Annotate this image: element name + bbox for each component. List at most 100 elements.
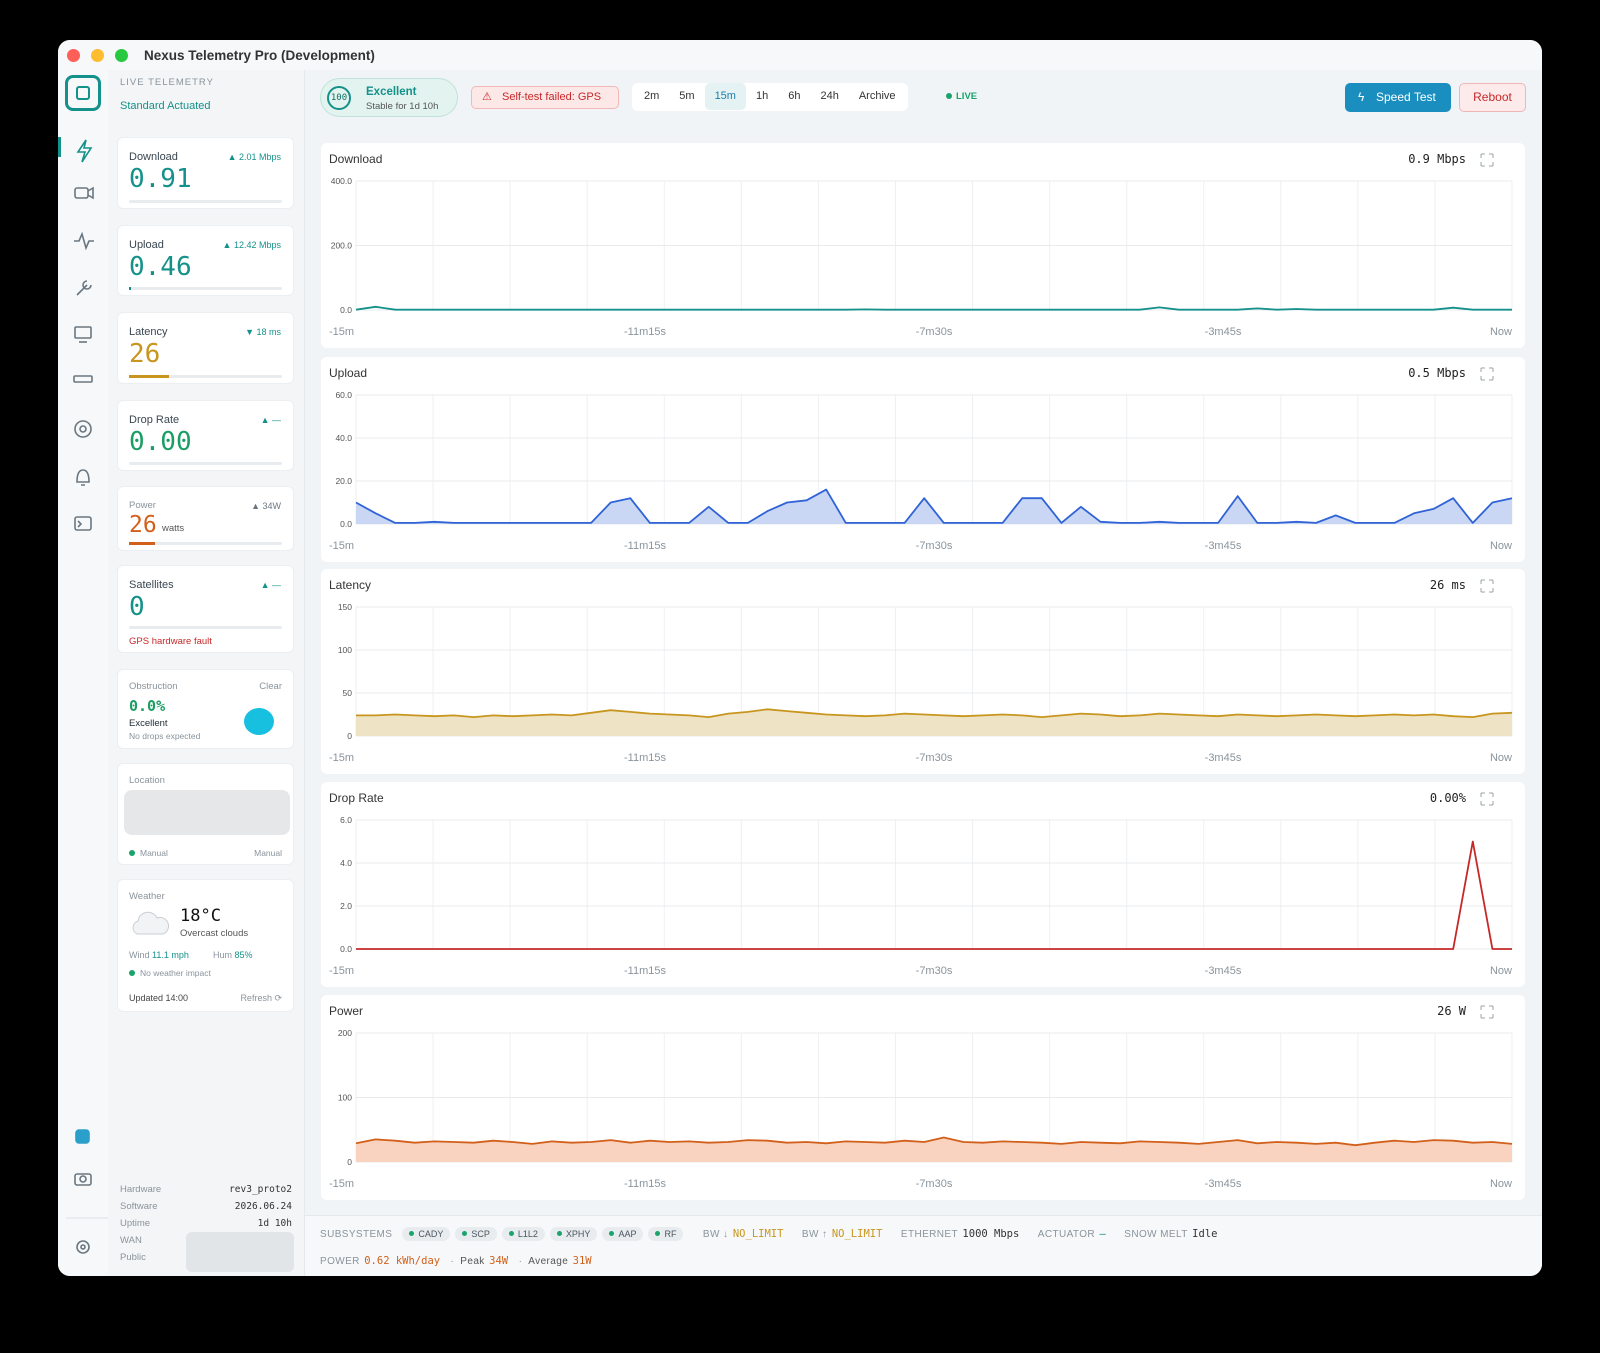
wind-value: 11.1 mph bbox=[152, 950, 189, 960]
range-option[interactable]: 5m bbox=[679, 90, 695, 102]
wind-label: Wind bbox=[129, 950, 150, 960]
card-bar bbox=[129, 200, 282, 203]
card-label: Obstruction bbox=[129, 681, 178, 692]
weather-card[interactable]: Weather 18°C Overcast clouds Wind 11.1 m… bbox=[117, 879, 294, 1012]
zoom-button[interactable] bbox=[115, 49, 128, 62]
x-tick-label: -7m30s bbox=[916, 752, 953, 764]
range-option[interactable]: 24h bbox=[820, 90, 839, 102]
nav-power[interactable] bbox=[76, 139, 93, 163]
nav-settings[interactable] bbox=[76, 1240, 90, 1254]
subsystem-tags: CADY SCP L1L2 XPHY AAP RF bbox=[402, 1224, 688, 1241]
card-bar bbox=[129, 462, 282, 465]
x-tick-label: -7m30s bbox=[916, 1178, 953, 1190]
map-blurred bbox=[124, 790, 290, 835]
current-value: 26 W bbox=[1437, 1004, 1467, 1018]
card-label: Latency bbox=[129, 326, 168, 338]
y-tick-label: 150 bbox=[338, 602, 352, 612]
latency-chart: Latency 26 ms 0 50 100 150 -15m -11m15s -7m30s -3… bbox=[321, 569, 1525, 774]
bw-up-value: NO_LIMIT bbox=[831, 1228, 883, 1240]
y-tick-label: 0 bbox=[347, 1157, 352, 1167]
current-value: 0.9 Mbps bbox=[1408, 152, 1466, 166]
speed-test-button[interactable]: ϟ Speed Test bbox=[1345, 83, 1451, 112]
expand-icon[interactable] bbox=[1480, 1005, 1494, 1019]
x-tick-label: -7m30s bbox=[916, 326, 953, 338]
x-tick-label: -3m45s bbox=[1205, 965, 1242, 977]
nav-video[interactable] bbox=[74, 187, 89, 199]
card-unit: watts bbox=[162, 523, 185, 534]
download-card[interactable]: Download ▲ 2.01 Mbps 0.91 bbox=[117, 137, 294, 209]
hum-label: Hum bbox=[213, 950, 233, 960]
expand-icon[interactable] bbox=[1480, 579, 1494, 593]
range-option[interactable]: 6h bbox=[788, 90, 801, 102]
nav-dish[interactable] bbox=[74, 420, 92, 438]
nav-terminal[interactable] bbox=[74, 516, 92, 531]
nav-chip[interactable] bbox=[75, 1129, 90, 1144]
fault-note: GPS hardware fault bbox=[129, 636, 212, 647]
expand-icon[interactable] bbox=[1480, 367, 1494, 381]
expand-icon[interactable] bbox=[1480, 153, 1494, 167]
satellites-card[interactable]: Satellites ▲ — 0 GPS hardware fault bbox=[117, 565, 294, 653]
nav-monitor[interactable] bbox=[74, 326, 92, 339]
alert-badge[interactable]: ⚠ Self-test failed: GPS bbox=[471, 86, 619, 109]
live-text: LIVE bbox=[956, 91, 978, 102]
latency-card[interactable]: Latency ▼ 18 ms 26 bbox=[117, 312, 294, 384]
wind: Wind 11.1 mph bbox=[129, 950, 189, 960]
device-info: Hardware rev3_proto2 Software 2026.06.24 Upt… bbox=[120, 1184, 292, 1269]
y-tick-label: 50 bbox=[343, 688, 353, 698]
nav-icons bbox=[66, 139, 108, 1254]
device-label: Hardware bbox=[120, 1184, 162, 1195]
avg-label: Average bbox=[528, 1256, 569, 1267]
health-pill[interactable]: 100 Excellent Stable for 1d 10h bbox=[320, 78, 458, 117]
logo[interactable] bbox=[65, 75, 101, 111]
nav-activity[interactable] bbox=[74, 231, 94, 251]
x-tick-label: -3m45s bbox=[1205, 540, 1242, 552]
x-tick-label: -15m bbox=[329, 965, 354, 977]
nav-alerts[interactable] bbox=[76, 469, 90, 486]
card-label: Drop Rate bbox=[129, 414, 180, 426]
x-tick-label: -15m bbox=[329, 326, 354, 338]
status-row-2: POWER 0.62 kWh/day · Peak 34W · Average 31… bbox=[320, 1251, 592, 1269]
health-stable: Stable for 1d 10h bbox=[366, 101, 439, 112]
refresh-button[interactable]: Refresh ⟳ bbox=[240, 993, 282, 1003]
drop-chart: Drop Rate 0.00% 0.0 2.0 4.0 6.0 -15m -11m15s -7m… bbox=[321, 782, 1525, 987]
close-button[interactable] bbox=[67, 49, 80, 62]
upload-card[interactable]: Upload ▲ 12.42 Mbps 0.46 bbox=[117, 225, 294, 296]
minimize-button[interactable] bbox=[91, 49, 104, 62]
line bbox=[355, 1136, 1513, 1147]
y-tick-label: 200 bbox=[338, 1028, 352, 1038]
subsystem-tag: CADY bbox=[402, 1227, 451, 1241]
obstruction-quality: Excellent bbox=[129, 718, 168, 729]
impact-text: No weather impact bbox=[140, 968, 211, 978]
x-tick-label: Now bbox=[1490, 326, 1512, 338]
status-row-1: SUBSYSTEMS CADY SCP L1L2 XPHY AAP RF BW ↓ NO_L… bbox=[320, 1224, 1217, 1242]
card-label: Satellites bbox=[129, 579, 174, 591]
peak-label: Peak bbox=[460, 1256, 485, 1267]
range-option[interactable]: 2m bbox=[644, 90, 660, 102]
x-tick-label: -11m15s bbox=[624, 1178, 666, 1190]
y-tick-label: 2.0 bbox=[340, 901, 352, 911]
obstruction-card[interactable]: Obstruction Clear 0.0% Excellent No drop… bbox=[117, 669, 294, 749]
range-option[interactable]: 15m bbox=[704, 83, 746, 110]
nav-camera[interactable] bbox=[74, 1173, 92, 1186]
power-value: 0.62 kWh/day bbox=[364, 1255, 441, 1267]
power-label: POWER bbox=[320, 1256, 360, 1267]
actuator-label: ACTUATOR bbox=[1037, 1229, 1096, 1240]
nav-router[interactable] bbox=[73, 375, 93, 383]
range-option[interactable]: Archive bbox=[858, 90, 896, 102]
drop-card[interactable]: Drop Rate ▲ — 0.00 bbox=[117, 400, 294, 471]
expand-icon[interactable] bbox=[1480, 792, 1494, 806]
device-value: rev3_proto2 bbox=[229, 1184, 292, 1195]
nav-tools[interactable] bbox=[76, 280, 92, 296]
reboot-button[interactable]: Reboot bbox=[1459, 83, 1526, 112]
bw-down-value: NO_LIMIT bbox=[732, 1228, 784, 1240]
device-value: 1d 10h bbox=[257, 1218, 292, 1229]
range-option[interactable]: 1h bbox=[755, 90, 769, 102]
location-card[interactable]: Location Manual Manual bbox=[117, 763, 294, 865]
actuator-value: — bbox=[1099, 1228, 1106, 1240]
power-card[interactable]: Power ▲ 34W 26 watts bbox=[117, 486, 294, 551]
y-tick-label: 100 bbox=[338, 645, 352, 655]
bolt-icon: ϟ bbox=[1358, 90, 1365, 104]
card-delta: ▲ 12.42 Mbps bbox=[222, 240, 281, 250]
card-label: Weather bbox=[129, 891, 165, 902]
